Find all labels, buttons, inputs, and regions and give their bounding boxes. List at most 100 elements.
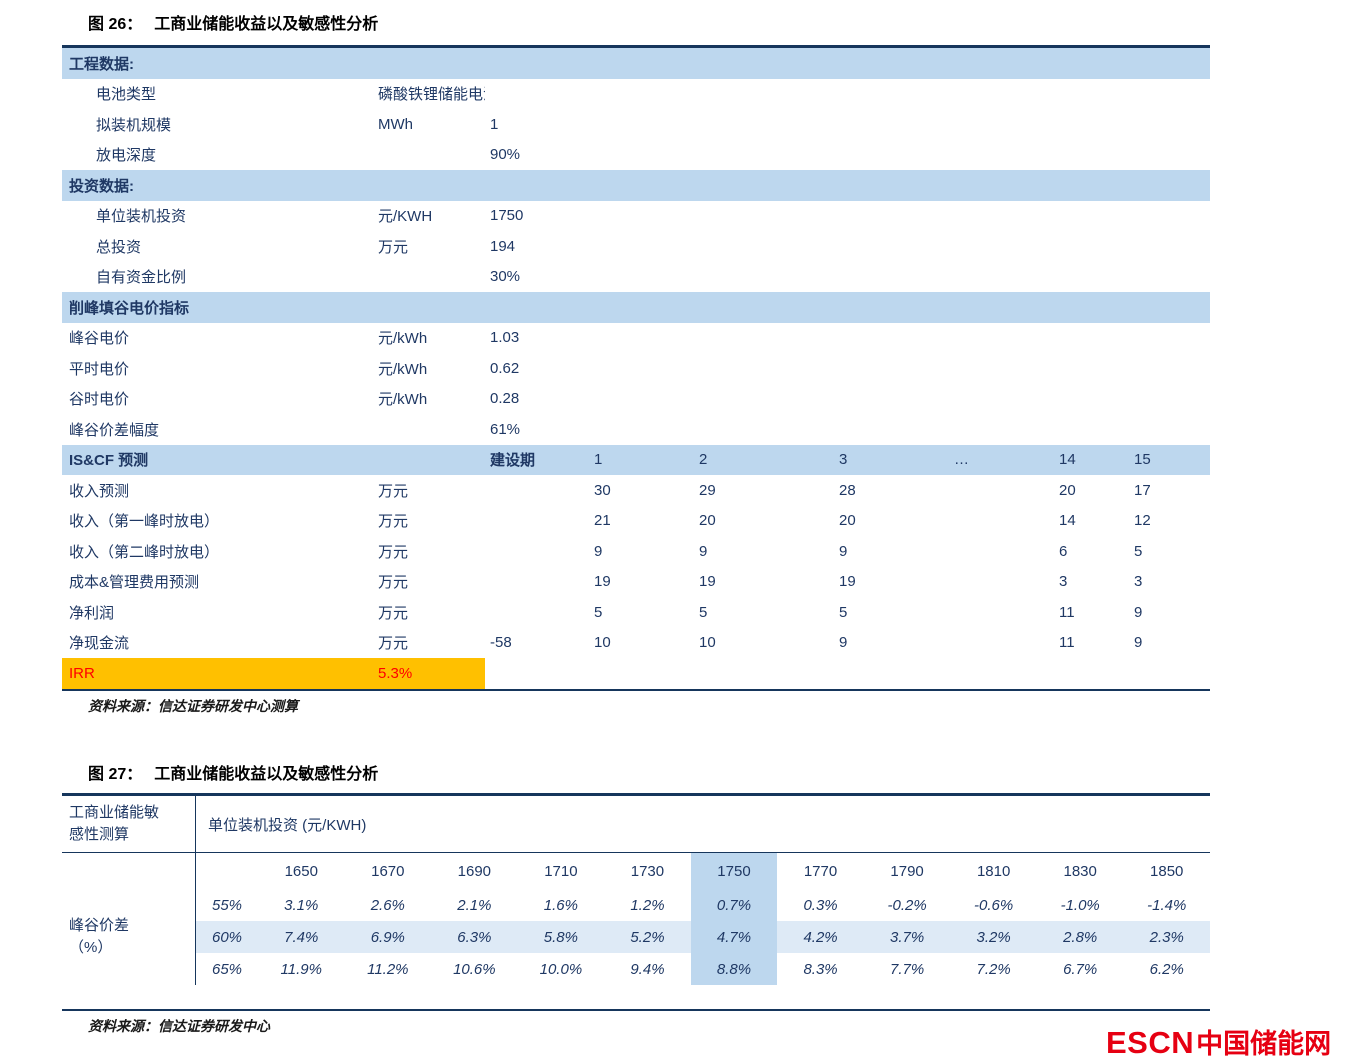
fig27-value-cell: 11.2% — [367, 960, 409, 978]
fig27-colheader-1750: 1750 — [690, 853, 778, 889]
fig26-row-8: 削峰填谷电价指标 — [62, 292, 1210, 323]
fig26-year-cell-5: 3 — [1134, 573, 1143, 591]
fig26-row-3: 放电深度 90% — [62, 140, 1210, 171]
fig26-row-17: 成本&管理费用预测 万元 19 19 19 3 3 — [62, 567, 1210, 598]
fig27-value-cell: 5.2% — [604, 921, 691, 953]
fig26-year-cell-1: 2 — [699, 451, 708, 469]
fig26-value: 0.62 — [490, 359, 520, 377]
fig26-label: 工程数据: — [69, 55, 134, 73]
fig26-label: 净现金流 — [69, 635, 130, 653]
fig26-unit: 万元 — [378, 543, 409, 561]
fig26-year-cell-0: 10 — [594, 634, 611, 652]
fig26-label: 拟装机规模 — [96, 116, 172, 134]
fig26-year-cell-0: 5 — [594, 603, 603, 621]
fig26-value: 90% — [490, 146, 521, 164]
fig27-value-cell: 0.7% — [690, 889, 778, 921]
fig27-value-cell: 6.9% — [344, 921, 432, 953]
fig26-label: IS&CF 预测 — [69, 452, 149, 470]
fig27-value-cell: 2.8% — [1036, 921, 1124, 953]
fig27-colheader-1710: 1710 — [544, 862, 578, 880]
fig26-year-cell-2: 5 — [839, 603, 848, 621]
fig26-value: 建设期 — [490, 452, 536, 470]
fig26-label: 单位装机投资 — [96, 208, 187, 226]
fig27-value-cell: -0.6% — [974, 896, 1014, 914]
fig27-value-cell: 6.7% — [1063, 960, 1098, 978]
fig27-value-cell: 3.2% — [950, 921, 1037, 953]
fig26-year-cell-2: 3 — [839, 451, 848, 469]
fig27-value-cell: 6.2% — [1149, 960, 1184, 978]
fig26-value: 0.28 — [490, 390, 520, 408]
fig26-year-cell-5: 9 — [1134, 634, 1143, 652]
fig26-unit: 万元 — [378, 513, 409, 531]
fig26-label: 自有资金比例 — [96, 269, 187, 287]
fig26-unit: 万元 — [378, 574, 409, 592]
fig26-row-4: 投资数据: — [62, 170, 1210, 201]
fig26-year-cell-5: 5 — [1134, 542, 1143, 560]
fig27-value-cell: 4.2% — [777, 921, 864, 953]
escn-logo-site-name: 中国储能网 — [1196, 1029, 1332, 1059]
figure27-table: 工商业储能敏感性测算 单位装机投资 (元/KWH) 1650 1670 1690 1710… — [62, 793, 1210, 1011]
fig26-year-cell-3: … — [954, 451, 969, 469]
fig26-year-cell-5: 17 — [1134, 481, 1151, 499]
fig26-year-cell-0: 21 — [594, 512, 611, 530]
figure27-title: 图 27： 工商业储能收益以及敏感性分析 — [88, 760, 378, 784]
fig26-row-13: IS&CF 预测 建设期 1 2 3 … 14 15 — [62, 444, 1210, 475]
fig27-corner-text: 工商业储能敏感性测算 — [69, 804, 160, 843]
fig27-value-cell: 1.2% — [630, 896, 665, 914]
fig27-rowgroup-text: 峰谷价差（%） — [69, 916, 130, 957]
fig27-rowlabel-55%: 55% — [211, 896, 243, 914]
fig26-row-12: 峰谷价差幅度 61% — [62, 414, 1210, 445]
fig26-year-cell-4: 14 — [1059, 451, 1076, 469]
figure26-title: 图 26： 工商业储能收益以及敏感性分析 — [88, 10, 378, 34]
figure26-title-text: 工商业储能收益以及敏感性分析 — [154, 16, 379, 33]
fig26-row-5: 单位装机投资 元/KWH 1750 — [62, 201, 1210, 232]
fig27-value-cell: 8.3% — [803, 960, 838, 978]
fig26-year-cell-2: 19 — [839, 573, 856, 591]
fig27-spacer-rowlabel — [196, 853, 258, 889]
fig26-year-cell-1: 10 — [699, 634, 716, 652]
fig26-unit: 元/kWh — [378, 391, 428, 409]
fig26-year-cell-5: 15 — [1134, 451, 1151, 469]
fig27-colheader-1810: 1810 — [976, 862, 1011, 880]
fig26-unit: 磷酸铁锂储能电池 — [378, 86, 485, 104]
fig26-year-cell-0: 30 — [594, 481, 611, 499]
fig26-year-cell-4: 11 — [1059, 603, 1075, 621]
fig27-value-cell: 2.6% — [370, 896, 405, 914]
fig26-label: 收入（第二峰时放电） — [69, 543, 220, 561]
fig26-value: 1 — [490, 115, 499, 133]
fig26-year-cell-2: 9 — [839, 542, 848, 560]
fig27-rowlabel-65%: 65% — [211, 960, 243, 978]
fig26-value: -58 — [490, 634, 512, 652]
fig26-label: 收入（第一峰时放电） — [69, 513, 220, 531]
fig27-colheader-1650: 1650 — [284, 862, 318, 880]
fig27-corner-label: 工商业储能敏感性测算 — [62, 796, 196, 853]
fig26-row-2: 拟装机规模 MWh 1 — [62, 109, 1210, 140]
fig26-year-cell-2: 20 — [839, 512, 856, 530]
fig26-unit: 万元 — [378, 635, 409, 653]
fig26-label: IRR — [62, 658, 375, 689]
fig26-year-cell-4: 14 — [1059, 512, 1076, 530]
fig26-label: 净利润 — [69, 604, 115, 622]
fig26-year-cell-1: 19 — [699, 573, 716, 591]
fig27-colheader-1770: 1770 — [803, 862, 838, 880]
fig27-colheader-1790: 1790 — [890, 862, 924, 880]
fig26-row-9: 峰谷电价 元/kWh 1.03 — [62, 323, 1210, 354]
fig26-label: 放电深度 — [96, 147, 157, 165]
fig26-label: 谷时电价 — [69, 391, 130, 409]
fig26-unit: 万元 — [378, 482, 409, 500]
fig26-row-18: 净利润 万元 5 5 5 11 9 — [62, 597, 1210, 628]
fig26-year-cell-4: 11 — [1059, 634, 1075, 652]
fig27-value-cell: 2.3% — [1123, 921, 1210, 953]
fig26-year-cell-1: 9 — [699, 542, 708, 560]
fig27-value-cell: 1.6% — [543, 896, 578, 914]
fig26-value: 1.03 — [490, 329, 520, 347]
fig26-unit: 元/kWh — [378, 360, 428, 378]
fig27-value-cell: 7.4% — [258, 921, 345, 953]
fig26-unit: 元/kWh — [378, 330, 428, 348]
fig26-label: 削峰填谷电价指标 — [69, 299, 190, 317]
fig27-value-cell: 11.9% — [280, 960, 322, 978]
fig27-colheader-1730: 1730 — [630, 862, 665, 880]
fig26-label: 电池类型 — [96, 86, 157, 104]
fig26-row-15: 收入（第一峰时放电） 万元 21 20 20 14 12 — [62, 506, 1210, 537]
fig27-colheader-1670: 1670 — [371, 862, 405, 880]
